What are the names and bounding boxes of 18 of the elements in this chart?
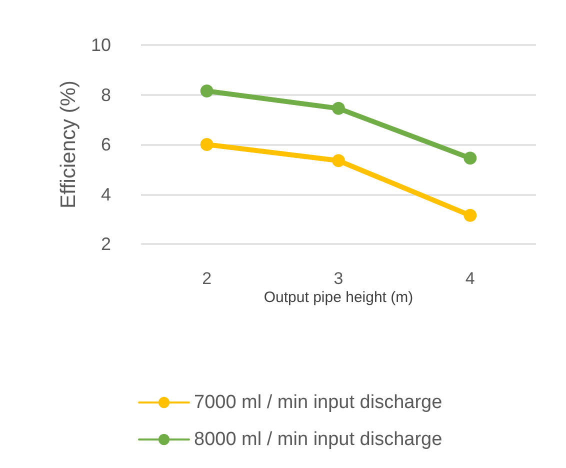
legend-label: 7000 ml / min input discharge — [194, 392, 442, 413]
x-tick-label: 3 — [334, 269, 344, 288]
point — [200, 138, 214, 151]
x-tick-label: 2 — [202, 269, 212, 288]
y-tick-label: 2 — [100, 234, 111, 254]
y-tick-label: 8 — [100, 84, 111, 105]
x-axis-title: Output pipe height (m) — [264, 289, 414, 306]
legend-label: 8000 ml / min input discharge — [194, 429, 442, 450]
y-tick-label: 10 — [90, 35, 111, 55]
point — [332, 154, 345, 168]
point — [200, 84, 214, 98]
point — [332, 102, 345, 115]
x-tick-label: 4 — [465, 269, 475, 288]
point — [464, 208, 477, 222]
y-tick-label: 6 — [100, 134, 111, 154]
y-axis-title: Efficiency (%) — [57, 80, 80, 208]
point — [464, 152, 477, 165]
y-tick-label: 4 — [100, 184, 111, 204]
